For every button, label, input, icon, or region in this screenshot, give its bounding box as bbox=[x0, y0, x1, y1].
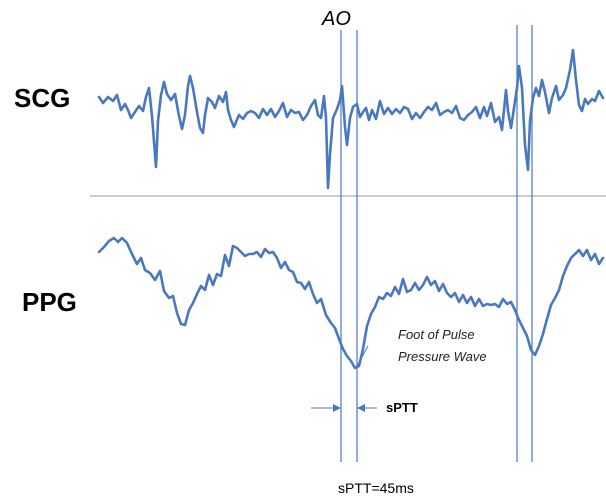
foot-label-line1: Foot of Pulse bbox=[398, 327, 475, 342]
sptt-label: sPTT bbox=[386, 400, 418, 415]
sptt-value: sPTT=45ms bbox=[338, 480, 414, 496]
foot-label-line2: Pressure Wave bbox=[398, 349, 487, 364]
sptt-arrows bbox=[311, 404, 377, 412]
ppg-waveform bbox=[97, 236, 605, 370]
ao-label: AO bbox=[321, 8, 351, 30]
foot-pointer-line bbox=[356, 345, 369, 367]
scg-waveform bbox=[97, 48, 605, 190]
scg-label: SCG bbox=[14, 83, 70, 113]
ppg-label: PPG bbox=[22, 287, 77, 317]
